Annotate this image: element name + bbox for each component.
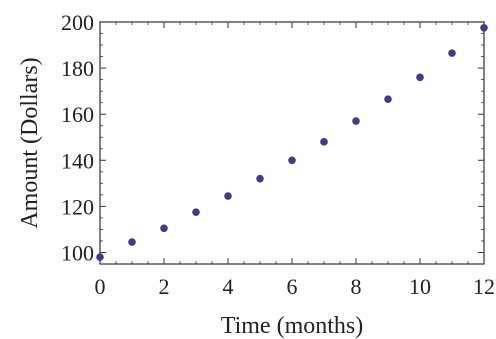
data-point (480, 23, 488, 32)
tick-labels: 0 2 4 6 8 10 12 100 120 140 160 180 200 (61, 10, 495, 299)
x-tick-label: 12 (473, 274, 495, 299)
x-tick-label: 8 (351, 274, 362, 299)
data-points (96, 23, 488, 261)
y-tick-label: 140 (61, 148, 94, 173)
x-tick-label: 10 (409, 274, 431, 299)
data-point (384, 95, 392, 104)
y-tick-label: 120 (61, 194, 94, 219)
x-tick-label: 6 (287, 274, 298, 299)
data-point (224, 192, 232, 200)
data-point (128, 238, 136, 246)
x-tick-label: 2 (159, 274, 170, 299)
y-tick-label: 100 (61, 240, 94, 265)
data-point (416, 73, 424, 82)
data-point (288, 156, 296, 165)
y-tick-label: 200 (61, 10, 94, 35)
x-tick-label: 4 (223, 274, 234, 299)
y-tick-label: 180 (61, 56, 94, 81)
y-axis-label: Amount (Dollars) (17, 57, 43, 228)
data-point (448, 49, 456, 57)
data-point (192, 208, 200, 216)
plot-frame (99, 21, 485, 265)
data-point (352, 117, 360, 125)
y-tick-label: 160 (61, 102, 94, 127)
x-tick-label: 0 (95, 274, 106, 299)
data-point (320, 138, 328, 146)
x-axis-label: Time (months) (221, 313, 363, 339)
data-point (160, 224, 168, 233)
data-point (96, 253, 104, 261)
axis-ticks (99, 21, 485, 264)
data-point (256, 174, 264, 183)
